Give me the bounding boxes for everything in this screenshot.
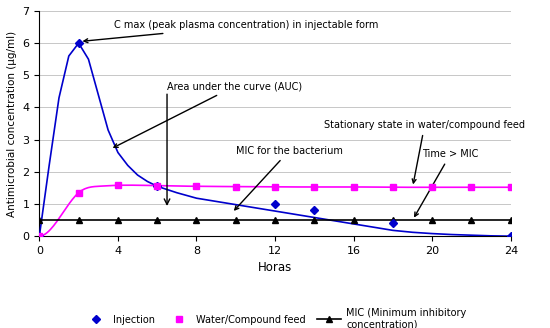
Injection [154,184,161,188]
MIC (Minimum inhibitory
concentration) [154,218,161,222]
MIC (Minimum inhibitory
concentration) [311,218,318,222]
MIC (Minimum inhibitory
concentration) [389,218,396,222]
MIC (Minimum inhibitory
concentration) [468,218,475,222]
Text: MIC for the bacterium: MIC for the bacterium [235,146,343,210]
Injection [389,221,396,225]
Injection [36,234,43,238]
Water/Compound feed [233,185,239,189]
X-axis label: Horas: Horas [258,261,292,275]
MIC (Minimum inhibitory
concentration) [114,218,121,222]
MIC (Minimum inhibitory
concentration) [36,218,43,222]
Water/Compound feed [193,184,200,188]
Water/Compound feed [468,185,475,189]
Water/Compound feed [429,185,436,189]
Water/Compound feed [154,184,161,188]
Injection [311,208,318,212]
Line: Water/Compound feed: Water/Compound feed [36,182,514,239]
MIC (Minimum inhibitory
concentration) [350,218,357,222]
Injection [75,41,82,45]
Y-axis label: Antimicrobial concentration (µg/ml): Antimicrobial concentration (µg/ml) [7,31,17,216]
Water/Compound feed [272,185,278,189]
Line: Injection: Injection [36,40,514,239]
MIC (Minimum inhibitory
concentration) [75,218,82,222]
Text: Area under the curve (AUC): Area under the curve (AUC) [114,81,302,147]
MIC (Minimum inhibitory
concentration) [233,218,239,222]
Water/Compound feed [389,185,396,189]
Line: MIC (Minimum inhibitory
concentration): MIC (Minimum inhibitory concentration) [36,217,514,223]
Injection [272,202,278,206]
Injection [508,234,514,238]
Text: C max (peak plasma concentration) in injectable form: C max (peak plasma concentration) in inj… [84,20,378,43]
Water/Compound feed [508,185,514,189]
Text: Stationary state in water/compound feed: Stationary state in water/compound feed [324,120,525,183]
Water/Compound feed [311,185,318,189]
Legend: Injection, Water/Compound feed, MIC (Minimum inhibitory
concentration): Injection, Water/Compound feed, MIC (Min… [80,304,470,328]
Water/Compound feed [36,234,43,238]
MIC (Minimum inhibitory
concentration) [193,218,200,222]
MIC (Minimum inhibitory
concentration) [508,218,514,222]
Text: Time > MIC: Time > MIC [415,149,478,216]
MIC (Minimum inhibitory
concentration) [272,218,278,222]
Water/Compound feed [75,191,82,195]
MIC (Minimum inhibitory
concentration) [429,218,436,222]
Water/Compound feed [350,185,357,189]
Water/Compound feed [114,183,121,187]
